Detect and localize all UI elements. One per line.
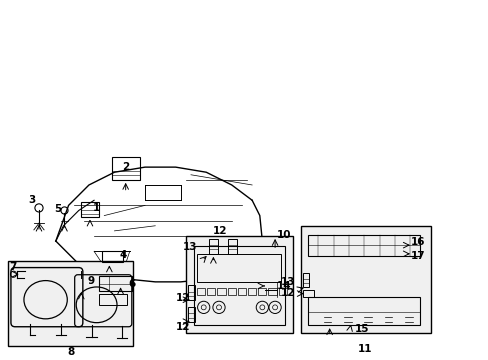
Bar xyxy=(188,285,194,300)
Bar xyxy=(208,239,218,254)
Text: 11: 11 xyxy=(357,344,372,354)
Bar xyxy=(237,288,245,294)
Bar xyxy=(197,254,281,282)
Bar xyxy=(188,307,194,321)
Text: 12: 12 xyxy=(176,322,190,332)
Text: 10: 10 xyxy=(276,230,290,240)
Text: 8: 8 xyxy=(67,347,75,357)
Bar xyxy=(307,235,420,256)
Text: 6: 6 xyxy=(128,279,136,289)
Text: 12: 12 xyxy=(280,288,294,298)
Bar xyxy=(102,251,123,262)
Bar xyxy=(197,288,205,294)
Text: 7: 7 xyxy=(9,262,16,271)
Bar xyxy=(112,157,140,180)
Text: 12: 12 xyxy=(213,226,227,236)
Bar xyxy=(278,288,286,294)
Bar xyxy=(99,276,132,291)
Bar xyxy=(258,288,266,294)
Text: 16: 16 xyxy=(410,237,424,247)
Text: 17: 17 xyxy=(410,251,425,261)
Text: 14: 14 xyxy=(276,281,290,291)
Bar xyxy=(185,236,292,333)
Bar xyxy=(8,261,133,346)
Bar xyxy=(303,273,308,287)
Text: 9: 9 xyxy=(88,276,95,286)
Text: 2: 2 xyxy=(122,162,129,172)
Bar xyxy=(247,288,256,294)
Bar xyxy=(227,239,236,254)
Bar xyxy=(300,226,430,333)
Text: 13: 13 xyxy=(280,277,294,287)
Text: 3: 3 xyxy=(28,195,36,205)
Bar xyxy=(99,294,127,305)
Bar xyxy=(268,288,276,294)
Bar xyxy=(227,288,235,294)
Bar xyxy=(303,290,314,297)
Bar xyxy=(217,288,225,294)
Text: 4: 4 xyxy=(120,250,127,260)
Bar xyxy=(193,246,285,325)
Text: 13: 13 xyxy=(183,242,197,252)
Text: 15: 15 xyxy=(354,324,368,334)
Text: 5: 5 xyxy=(54,204,61,215)
Text: 1: 1 xyxy=(93,203,100,213)
Text: 12: 12 xyxy=(176,293,190,303)
Bar xyxy=(81,202,99,217)
Bar xyxy=(207,288,215,294)
Bar xyxy=(307,297,420,325)
